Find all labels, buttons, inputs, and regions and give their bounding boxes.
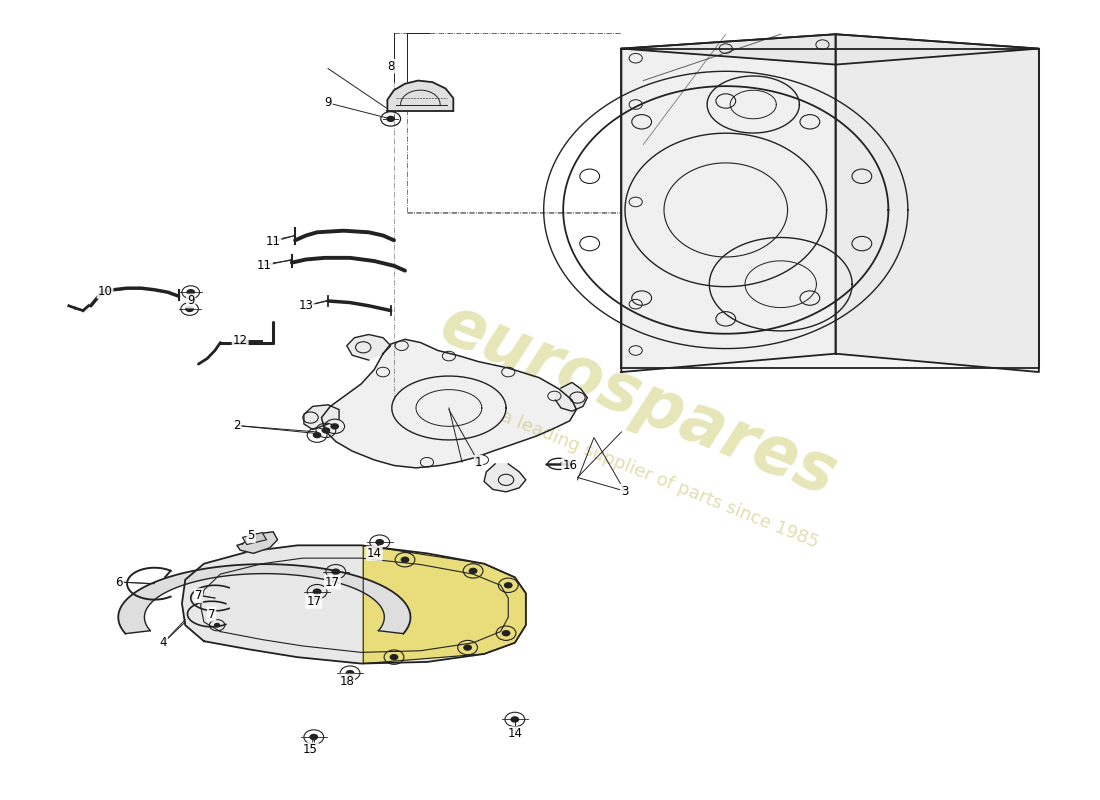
Text: 6: 6 [116, 575, 123, 589]
Polygon shape [242, 533, 266, 545]
Text: 5: 5 [248, 530, 255, 542]
Circle shape [321, 427, 330, 434]
Polygon shape [363, 546, 526, 663]
Text: 14: 14 [366, 547, 382, 560]
Circle shape [510, 716, 519, 722]
Text: 18: 18 [339, 674, 354, 688]
Text: 9: 9 [187, 294, 195, 307]
Text: 11: 11 [266, 235, 280, 248]
Polygon shape [621, 34, 836, 372]
Text: 9: 9 [324, 97, 332, 110]
Polygon shape [484, 464, 526, 492]
Circle shape [312, 589, 321, 595]
Polygon shape [119, 564, 410, 634]
Circle shape [312, 432, 321, 438]
Text: 3: 3 [621, 485, 628, 498]
Polygon shape [387, 81, 453, 111]
Circle shape [389, 654, 398, 660]
Circle shape [375, 539, 384, 546]
Polygon shape [621, 49, 1038, 368]
Polygon shape [236, 532, 277, 554]
Polygon shape [346, 334, 390, 360]
Text: 13: 13 [299, 299, 314, 312]
Text: 4: 4 [160, 636, 167, 650]
Polygon shape [321, 339, 576, 468]
Text: eurospares: eurospares [430, 290, 846, 510]
Polygon shape [836, 34, 1038, 372]
Circle shape [330, 423, 339, 430]
Circle shape [502, 630, 510, 636]
Text: 17: 17 [324, 575, 340, 589]
Circle shape [186, 289, 195, 295]
Polygon shape [182, 546, 526, 663]
Circle shape [469, 568, 477, 574]
Text: 10: 10 [98, 285, 112, 298]
Text: 16: 16 [562, 459, 578, 472]
Circle shape [504, 582, 513, 589]
Text: 14: 14 [507, 727, 522, 740]
Text: 7: 7 [208, 607, 216, 621]
Circle shape [331, 569, 340, 575]
Text: 1: 1 [475, 456, 482, 469]
Text: 7: 7 [195, 589, 202, 602]
Circle shape [309, 734, 318, 740]
Text: 12: 12 [233, 334, 248, 347]
Text: 11: 11 [257, 259, 272, 272]
Circle shape [386, 116, 395, 122]
Text: 8: 8 [387, 60, 395, 73]
Text: 15: 15 [304, 743, 318, 756]
Circle shape [463, 644, 472, 650]
Polygon shape [556, 382, 587, 411]
Text: 2: 2 [233, 419, 241, 432]
Polygon shape [304, 405, 339, 430]
Circle shape [400, 557, 409, 563]
Polygon shape [621, 34, 1038, 65]
Circle shape [185, 306, 194, 312]
Text: a leading supplier of parts since 1985: a leading supplier of parts since 1985 [498, 407, 822, 552]
Circle shape [213, 623, 220, 628]
Text: 17: 17 [306, 594, 321, 608]
Circle shape [345, 670, 354, 676]
